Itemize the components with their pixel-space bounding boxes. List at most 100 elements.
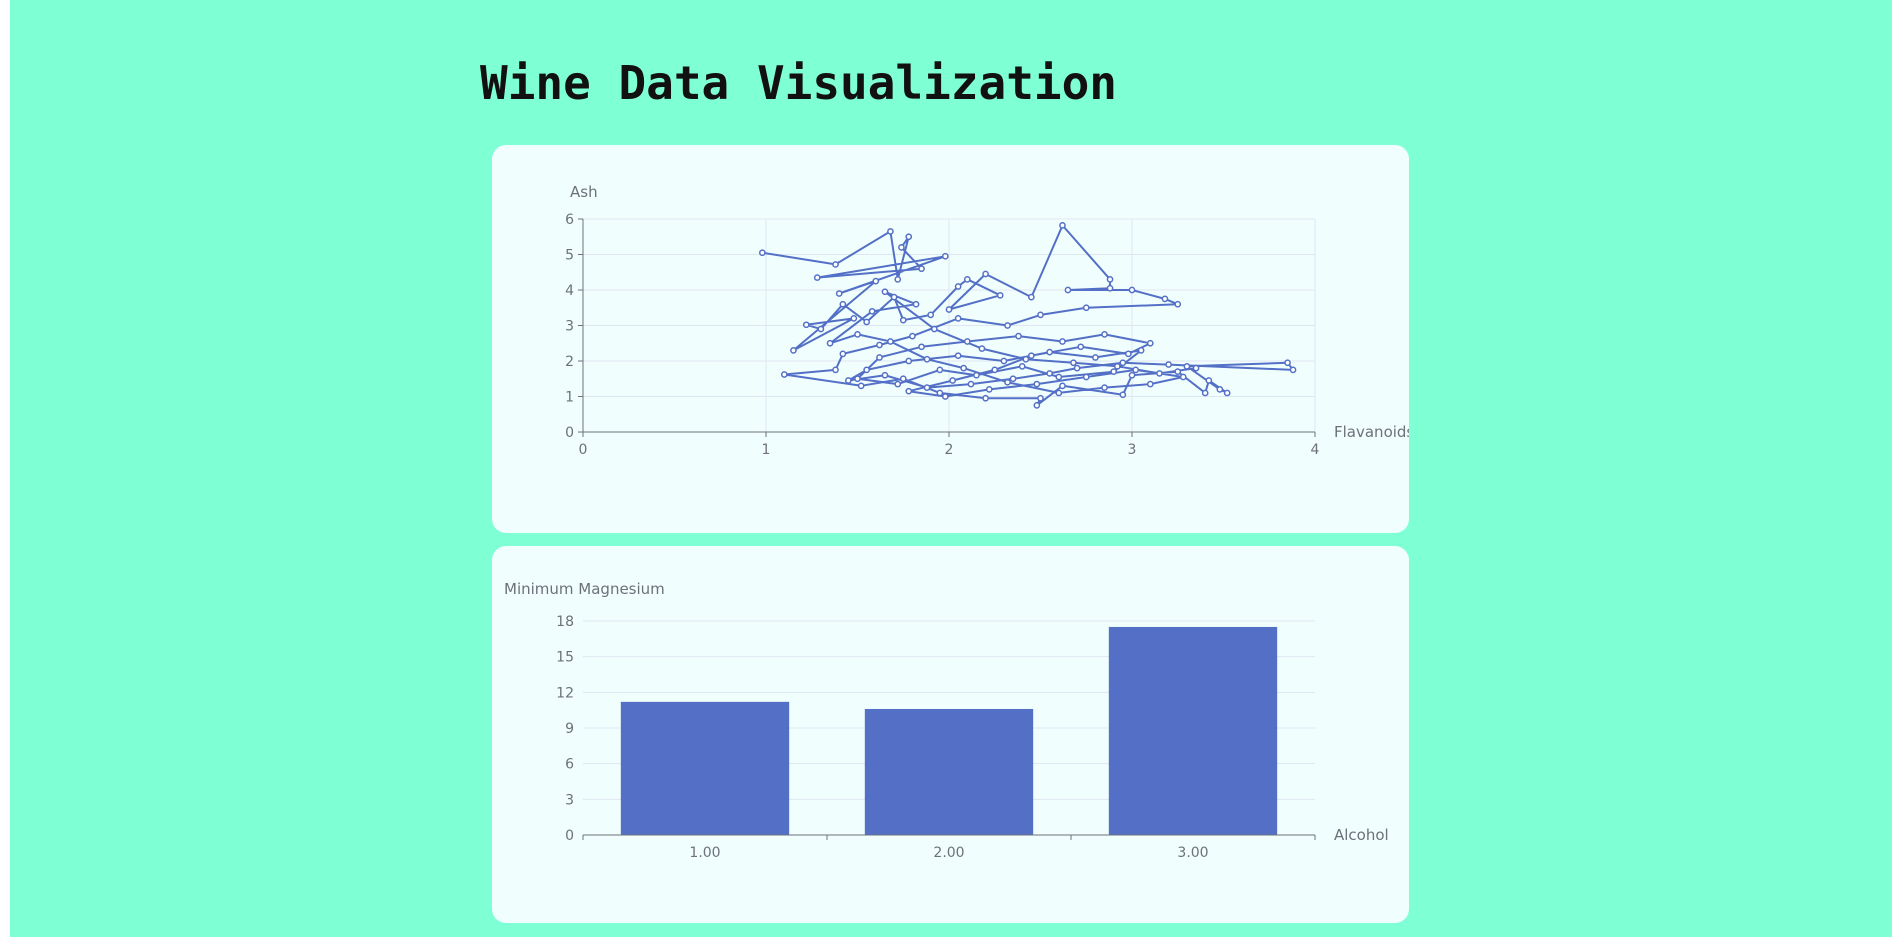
data-point	[931, 325, 938, 333]
data-point	[802, 321, 810, 329]
y-tick-label: 6	[565, 212, 574, 228]
data-point	[1205, 377, 1213, 384]
data-point	[899, 316, 907, 324]
data-point	[894, 380, 902, 388]
data-point	[832, 366, 839, 374]
data-point	[1106, 284, 1114, 292]
data-point	[1128, 286, 1136, 294]
data-point	[898, 244, 905, 251]
data-point	[1037, 311, 1044, 319]
x-axis-label: Alcohol	[1334, 826, 1389, 844]
y-axis-label: Ash	[570, 183, 598, 201]
y-tick-label: 0	[565, 425, 574, 441]
data-point	[1128, 371, 1136, 379]
data-point	[863, 366, 870, 374]
series-line	[762, 224, 1294, 407]
data-point	[813, 274, 821, 281]
data-point	[1114, 362, 1121, 370]
data-point	[1037, 394, 1044, 402]
data-point	[826, 339, 834, 347]
data-point	[982, 394, 989, 402]
data-point	[1059, 338, 1066, 345]
y-tick-label: 6	[565, 757, 574, 773]
x-tick-label: 3	[1128, 442, 1137, 458]
data-point	[1082, 373, 1090, 381]
data-point	[1119, 359, 1127, 367]
data-point	[1289, 366, 1297, 374]
y-tick-label: 9	[565, 721, 574, 737]
data-point	[1119, 391, 1127, 399]
y-axis-label: Minimum Magnesium	[504, 580, 665, 598]
data-point	[1018, 362, 1026, 370]
data-point	[936, 389, 944, 397]
data-point	[817, 325, 825, 333]
data-point	[1004, 322, 1011, 329]
data-point	[1201, 389, 1209, 397]
data-point	[909, 332, 916, 340]
data-point	[850, 315, 858, 322]
data-point	[1022, 355, 1030, 363]
data-point	[991, 366, 999, 374]
data-point	[839, 350, 847, 358]
bar-3.00	[1108, 626, 1278, 835]
series-points	[758, 222, 1297, 409]
data-point	[905, 233, 913, 241]
data-point	[854, 375, 861, 383]
data-point	[963, 338, 971, 345]
data-point	[1070, 359, 1077, 367]
data-point	[1055, 389, 1063, 397]
data-point	[758, 249, 766, 257]
data-point	[857, 382, 865, 390]
data-point	[1092, 354, 1099, 361]
y-tick-label: 2	[565, 354, 574, 370]
data-point	[780, 371, 788, 378]
data-point	[1033, 402, 1041, 409]
data-point	[1004, 378, 1011, 386]
y-tick-label: 4	[565, 283, 574, 299]
x-tick-label: 1	[762, 442, 771, 458]
data-point	[845, 377, 852, 384]
data-point	[923, 355, 931, 363]
x-tick-label: 4	[1311, 442, 1320, 458]
data-point	[982, 270, 989, 278]
data-point	[1183, 362, 1191, 370]
data-point	[954, 352, 962, 360]
data-point	[1055, 373, 1063, 381]
data-point	[1132, 366, 1140, 374]
data-point	[1174, 368, 1182, 375]
data-point	[839, 300, 847, 308]
y-tick-label: 18	[556, 614, 574, 630]
data-point	[936, 366, 944, 374]
data-point	[941, 252, 949, 260]
y-tick-label: 5	[565, 248, 574, 264]
data-point	[894, 276, 902, 283]
data-point	[941, 393, 949, 400]
axes	[582, 834, 1316, 840]
y-tick-label: 3	[565, 319, 574, 335]
tick-labels: 0 1 2 3 4 5 6 0 1 2 3 4	[565, 212, 1319, 458]
data-point	[790, 347, 797, 354]
data-point	[973, 371, 980, 379]
data-point	[1106, 276, 1114, 283]
data-point	[1161, 295, 1169, 303]
data-point	[1101, 331, 1108, 338]
data-point	[954, 315, 962, 322]
x-tick-label: 2	[945, 442, 954, 458]
bar-chart-alcohol-vs-min-magnesium: 0 3 6 9 12 15 18 1.00 2.00 3.00 Minimum Magnesium…	[504, 580, 1389, 861]
data-point	[960, 364, 967, 372]
data-point	[1033, 380, 1041, 388]
x-tick-label: 3.00	[1177, 845, 1208, 861]
data-point	[923, 384, 931, 391]
data-point	[876, 354, 883, 361]
y-tick-label: 15	[556, 650, 574, 666]
x-axis-label: Flavanoids	[1334, 423, 1409, 441]
data-point	[890, 293, 898, 301]
data-point	[899, 375, 907, 383]
data-point	[881, 371, 889, 379]
data-point	[1077, 343, 1085, 351]
data-point	[1000, 357, 1008, 365]
data-point	[918, 265, 925, 273]
data-point	[1028, 293, 1035, 301]
data-point	[1146, 339, 1154, 347]
